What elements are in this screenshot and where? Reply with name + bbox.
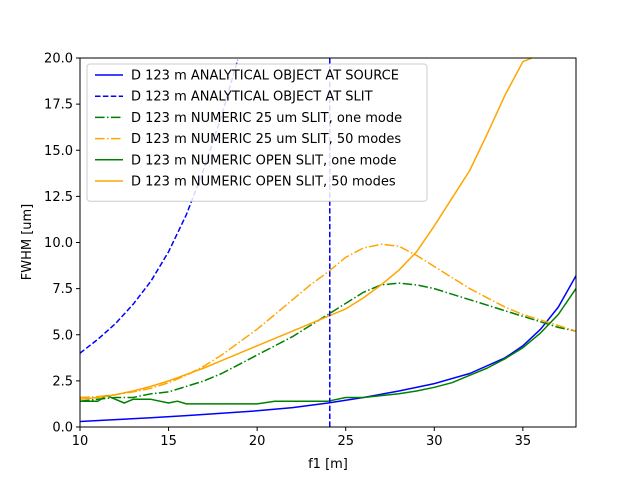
y-tick-label: 5.0 bbox=[52, 328, 73, 343]
legend-label: D 123 m NUMERIC OPEN SLIT, one mode bbox=[131, 153, 397, 168]
x-tick-label: 25 bbox=[337, 434, 354, 449]
y-tick-label: 17.5 bbox=[44, 98, 73, 113]
x-tick-label: 35 bbox=[515, 434, 532, 449]
x-axis-label: f1 [m] bbox=[308, 457, 348, 472]
y-tick-label: 15.0 bbox=[44, 144, 73, 159]
y-tick-label: 20.0 bbox=[44, 52, 73, 67]
legend-label: D 123 m ANALYTICAL OBJECT AT SOURCE bbox=[131, 69, 399, 84]
series-line-5 bbox=[80, 288, 576, 405]
y-tick-label: 0.0 bbox=[52, 421, 73, 436]
series-line-4 bbox=[80, 243, 576, 399]
legend-label: D 123 m ANALYTICAL OBJECT AT SLIT bbox=[131, 90, 373, 105]
x-tick-label: 15 bbox=[160, 434, 177, 449]
series-line-6 bbox=[80, 58, 532, 401]
legend-box bbox=[86, 63, 428, 202]
series-layer bbox=[80, 58, 576, 427]
legend: D 123 m ANALYTICAL OBJECT AT SOURCE D 123… bbox=[86, 63, 428, 202]
legend-label: D 123 m NUMERIC 25 um SLIT, 50 modes bbox=[131, 132, 401, 147]
series-line-3 bbox=[80, 282, 576, 402]
y-axis-label: FWHM [um] bbox=[20, 204, 35, 281]
x-tick-label: 30 bbox=[426, 434, 443, 449]
legend-label: D 123 m NUMERIC OPEN SLIT, 50 modes bbox=[131, 175, 396, 190]
x-tick-label: 10 bbox=[72, 434, 89, 449]
x-axis: 10 15 20 25 30 35 bbox=[72, 427, 531, 449]
y-tick-label: 12.5 bbox=[44, 190, 73, 205]
legend-label: D 123 m NUMERIC 25 um SLIT, one mode bbox=[131, 111, 402, 126]
y-axis: 0.0 2.5 5.0 7.5 10.0 12.5 15.0 17.5 20.0 bbox=[44, 52, 80, 436]
x-tick-label: 20 bbox=[249, 434, 266, 449]
y-tick-label: 7.5 bbox=[52, 282, 73, 297]
y-tick-label: 2.5 bbox=[52, 374, 73, 389]
y-tick-label: 10.0 bbox=[44, 236, 73, 251]
